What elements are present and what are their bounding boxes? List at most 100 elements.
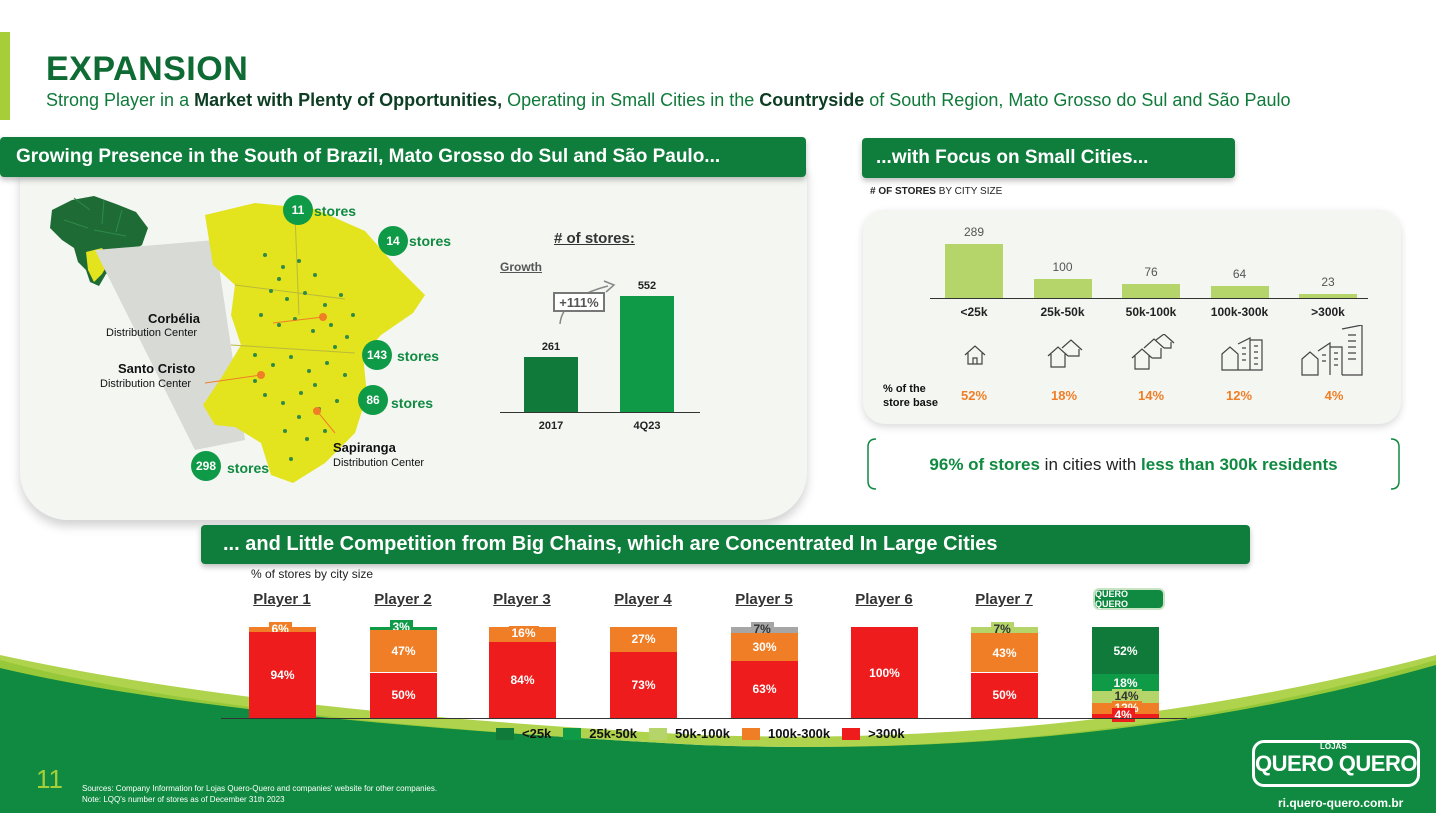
stacked-segment: 73%	[610, 651, 677, 718]
segment-label: 6%	[268, 621, 292, 636]
player-name: Player 7	[975, 591, 1033, 608]
legend-swatch	[496, 727, 514, 740]
store-count-label: stores	[391, 395, 434, 411]
stacked-segment: 100%	[851, 627, 918, 718]
subtitle-part: Countryside	[759, 90, 865, 110]
city-pct-value: 4%	[1324, 388, 1344, 403]
south-region-map-icon	[203, 203, 425, 483]
growth-axis-line	[500, 412, 700, 413]
player-name: Player 1	[253, 591, 311, 608]
page-number: 11	[36, 764, 63, 794]
callout-brackets	[867, 438, 1400, 490]
three-houses-icon	[1131, 334, 1175, 370]
stacked-segment: 30%	[731, 633, 798, 661]
city-bar-category: >300k	[1311, 305, 1345, 319]
store-count-pill: 86	[358, 385, 388, 415]
segment-label: 16%	[508, 626, 539, 641]
city-bar-category: 50k-100k	[1125, 305, 1177, 319]
growth-bar-category: 4Q23	[633, 420, 661, 432]
legend-swatch	[563, 727, 582, 740]
dc-corbelia-name: Corbélia	[148, 311, 201, 326]
store-base-line: store base	[883, 397, 939, 409]
dc-corbelia-sub: Distribution Center	[106, 327, 198, 339]
legend-item: 25k-50k	[563, 726, 637, 741]
logo-super-text: LOJAS	[1320, 742, 1347, 751]
stacked-segment: 43%	[971, 633, 1038, 673]
source-line: Note: LQQ's number of stores as of Decem…	[82, 795, 285, 804]
legend-label: <25k	[522, 726, 552, 741]
city-bar-value: 23	[1321, 274, 1335, 289]
store-count-pill: 11	[283, 195, 313, 225]
stacked-segment: 50%	[971, 672, 1038, 718]
growth-bar-value: 261	[541, 341, 561, 354]
legend-label: 100k-300k	[767, 726, 831, 741]
city-bar-category: 25k-50k	[1040, 305, 1085, 319]
store-count-pill: 14	[378, 226, 408, 256]
competition-banner: ... and Little Competition from Big Chai…	[201, 525, 1250, 564]
page-title: EXPANSION	[46, 50, 249, 88]
city-skyline-icon	[1301, 325, 1363, 376]
subtitle-part: of South Region, Mato Grosso do Sul and …	[864, 90, 1291, 110]
segment-label: 7%	[990, 622, 1014, 637]
legend-item: 100k-300k	[741, 726, 831, 741]
store-count-label: stores	[409, 233, 452, 249]
city-focus-banner: ...with Focus on Small Cities...	[862, 138, 1235, 178]
city-bar	[1122, 283, 1180, 298]
player-name: Player 3	[493, 591, 551, 608]
city-axis-line	[930, 298, 1368, 299]
store-count-pill: 143	[362, 340, 392, 370]
city-bar	[1033, 279, 1092, 298]
city-bar-value: 289	[963, 224, 985, 239]
buildings-icon	[1221, 337, 1263, 371]
page-subtitle: Strong Player in a Market with Plenty of…	[46, 90, 1291, 111]
city-bar-category: <25k	[960, 305, 988, 319]
legend-swatch	[649, 727, 668, 740]
competition-legend: <25k 25k-50k 50k-100k 100k-300k >300k	[496, 726, 905, 741]
stacked-segment: 52%	[1092, 627, 1159, 675]
dc-santo-cristo-name: Santo Cristo	[118, 361, 196, 376]
stacked-segment: 63%	[731, 660, 798, 718]
legend-swatch	[741, 727, 760, 740]
store-count-label: stores	[314, 203, 357, 219]
house-icon	[964, 345, 986, 365]
legend-item: >300k	[842, 726, 905, 741]
dc-santo-cristo-sub: Distribution Center	[100, 378, 192, 390]
growth-bar	[524, 357, 578, 412]
store-growth-title: # of stores:	[554, 230, 635, 247]
city-bar	[945, 243, 1003, 298]
small-cities-callout: 96% of stores in cities with less than 3…	[866, 437, 1401, 491]
legend-item: 50k-100k	[649, 726, 730, 741]
quero-quero-logo-small: QUERO QUERO	[1093, 588, 1165, 610]
competition-axis-line	[221, 718, 1187, 719]
city-bar	[1210, 286, 1269, 298]
competition-caption: % of stores by city size	[251, 567, 374, 581]
city-pct-value: 12%	[1225, 388, 1253, 403]
segment-label: 14%	[1111, 689, 1142, 704]
callout-bold: less than 300k residents	[1141, 455, 1338, 474]
legend-item: <25k	[496, 726, 551, 741]
legend-label: 25k-50k	[589, 726, 638, 741]
legend-swatch	[842, 727, 861, 740]
store-count-label: stores	[227, 460, 270, 476]
city-bar-value: 76	[1144, 264, 1158, 279]
caption-bold: # OF STORES	[870, 186, 936, 197]
player-name: Player 5	[735, 591, 793, 608]
dc-sapiranga-sub: Distribution Center	[333, 457, 425, 469]
subtitle-part: Market with Plenty of Opportunities,	[194, 90, 503, 110]
city-pct-value: 18%	[1050, 388, 1078, 403]
callout-bold: 96% of stores	[929, 455, 1040, 474]
dc-sapiranga-name: Sapiranga	[333, 440, 396, 455]
city-bar-category: 100k-300k	[1210, 305, 1269, 319]
stacked-segment: 50%	[370, 672, 437, 718]
store-base-label: % of the store base	[883, 382, 938, 410]
map-zoom-shadow	[95, 240, 245, 450]
website-link[interactable]: ri.quero-quero.com.br	[1278, 796, 1404, 810]
stacked-segment: 18%	[1092, 674, 1159, 691]
callout-plain: in cities with	[1039, 455, 1142, 474]
city-pct-value: 52%	[960, 388, 988, 403]
stacked-segment: 27%	[610, 627, 677, 652]
city-bar-value: 100	[1052, 260, 1073, 275]
presence-banner: Growing Presence in the South of Brazil,…	[0, 137, 806, 177]
player-name: Player 6	[855, 591, 913, 608]
